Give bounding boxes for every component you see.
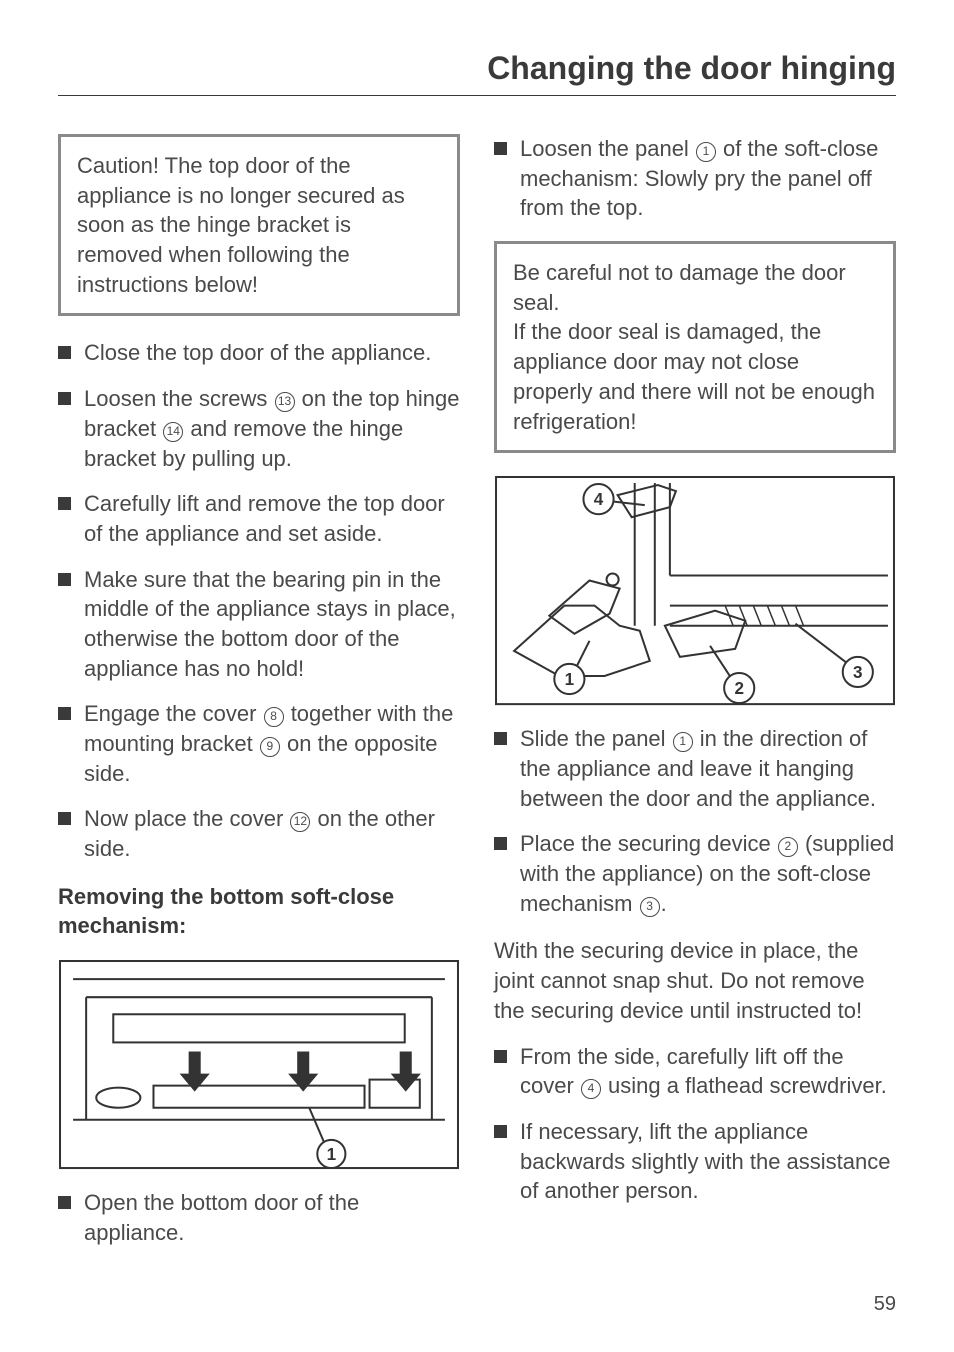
ref-13-icon: 13 (275, 392, 295, 412)
caution-callout-top-door: Caution! The top door of the appliance i… (58, 134, 460, 316)
text-fragment: . (661, 891, 667, 916)
text-fragment: using a flathead screwdriver. (602, 1073, 887, 1098)
fig2-label-1: 1 (565, 670, 575, 689)
fig2-label-3: 3 (853, 663, 863, 682)
ref-2-icon: 2 (778, 837, 798, 857)
caution-callout-door-seal: Be careful not to damage the door seal. … (494, 241, 896, 453)
step-place-securing-device: Place the securing device 2 (supplied wi… (494, 829, 896, 918)
page-title: Changing the door hinging (58, 50, 896, 96)
diagram-svg-1: 1 (58, 959, 460, 1170)
steps-lift-cover: From the side, carefully lift off the co… (494, 1042, 896, 1206)
step-lift-cover-4: From the side, carefully lift off the co… (494, 1042, 896, 1101)
text-fragment: Loosen the screws (84, 386, 274, 411)
text-fragment: Place the securing device (520, 831, 777, 856)
text-fragment: Engage the cover (84, 701, 263, 726)
ref-14-icon: 14 (163, 422, 183, 442)
steps-slide-panel: Slide the panel 1 in the direction of th… (494, 724, 896, 918)
right-column: Loosen the panel 1 of the soft-close mec… (494, 134, 896, 1266)
steps-remove-top-door: Close the top door of the appliance. Loo… (58, 338, 460, 863)
content-columns: Caution! The top door of the appliance i… (58, 134, 896, 1266)
step-loosen-screws: Loosen the screws 13 on the top hinge br… (58, 384, 460, 473)
ref-1-icon: 1 (696, 142, 716, 162)
step-lift-remove-top-door: Carefully lift and remove the top door o… (58, 489, 460, 548)
steps-open-bottom-door: Open the bottom door of the appliance. (58, 1188, 460, 1247)
text-fragment: Now place the cover (84, 806, 289, 831)
figure-softclose-mechanism: 4 1 2 3 (494, 475, 896, 706)
step-engage-cover: Engage the cover 8 together with the mou… (58, 699, 460, 788)
fig2-label-2: 2 (734, 679, 744, 698)
note-securing-device: With the securing device in place, the j… (494, 936, 896, 1025)
text-fragment: Loosen the panel (520, 136, 695, 161)
step-place-cover-12: Now place the cover 12 on the other side… (58, 804, 460, 863)
ref-12-icon: 12 (290, 812, 310, 832)
page-number: 59 (874, 1293, 896, 1316)
ref-4-icon: 4 (581, 1079, 601, 1099)
step-open-bottom-door: Open the bottom door of the appliance. (58, 1188, 460, 1247)
step-bearing-pin: Make sure that the bearing pin in the mi… (58, 565, 460, 684)
ref-3-icon: 3 (640, 897, 660, 917)
left-column: Caution! The top door of the appliance i… (58, 134, 460, 1266)
ref-1b-icon: 1 (673, 732, 693, 752)
steps-loosen-panel: Loosen the panel 1 of the soft-close mec… (494, 134, 896, 223)
text-fragment: Slide the panel (520, 726, 672, 751)
ref-9-icon: 9 (260, 737, 280, 757)
subhead-remove-bottom-softclose: Removing the bottom soft-close mechanism… (58, 882, 460, 941)
fig1-label-1: 1 (327, 1145, 337, 1164)
step-slide-panel-1: Slide the panel 1 in the direction of th… (494, 724, 896, 813)
step-lift-appliance-backwards: If necessary, lift the appliance backwar… (494, 1117, 896, 1206)
diagram-svg-2: 4 1 2 3 (494, 475, 896, 706)
fig2-label-4: 4 (594, 490, 604, 509)
ref-8-icon: 8 (264, 707, 284, 727)
step-loosen-panel-1: Loosen the panel 1 of the soft-close mec… (494, 134, 896, 223)
figure-bottom-door-arrows: 1 (58, 959, 460, 1170)
step-close-top-door: Close the top door of the appliance. (58, 338, 460, 368)
